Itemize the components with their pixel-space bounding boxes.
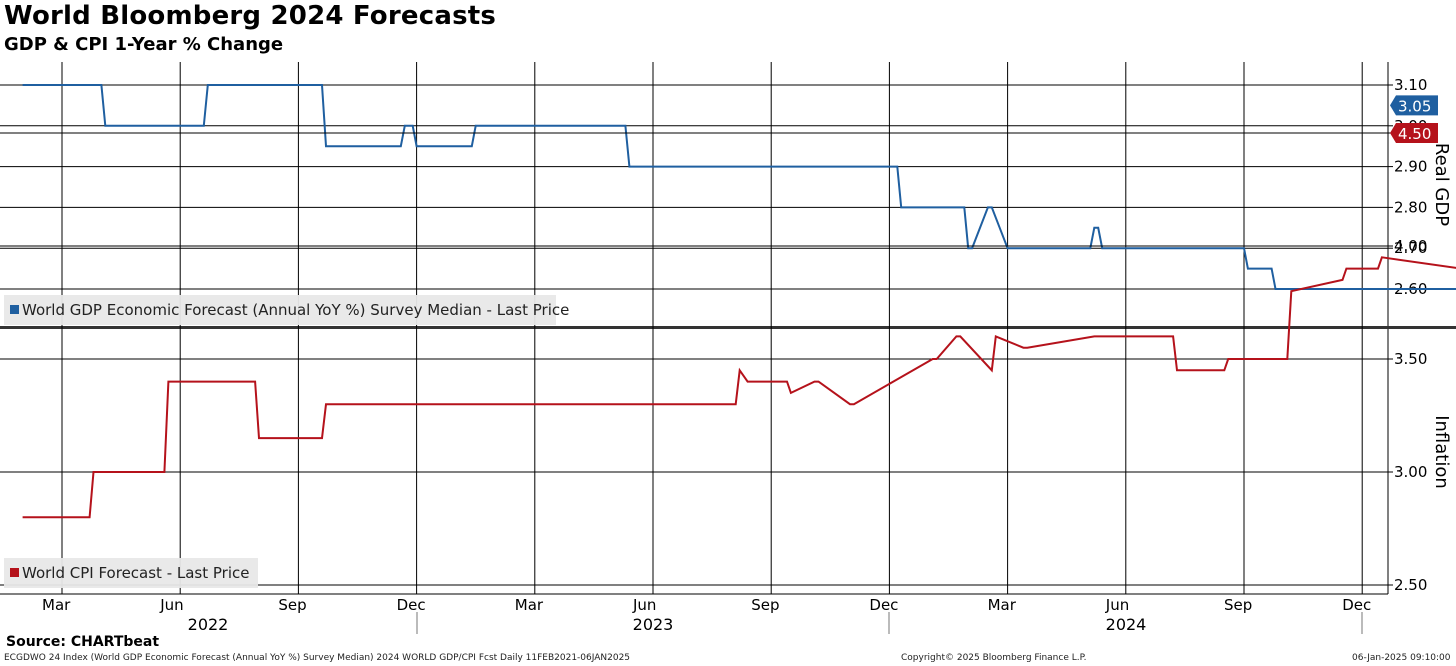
x-year-label: 2024	[1106, 615, 1147, 634]
gdp-axis-title: Real GDP	[1431, 143, 1452, 226]
y-tick-label: 2.50	[1394, 576, 1427, 594]
x-year-label: 2022	[188, 615, 229, 634]
gdp-last-value-badge	[1390, 95, 1438, 116]
x-month-label: Jun	[632, 596, 656, 614]
x-month-label: Dec	[397, 596, 426, 614]
x-month-label: Dec	[1342, 596, 1371, 614]
footer-timestamp: 06-Jan-2025 09:10:00	[1352, 653, 1451, 663]
chart-title: World Bloomberg 2024 Forecasts	[4, 1, 497, 31]
x-month-label: Mar	[988, 596, 1017, 614]
x-month-label: Mar	[515, 596, 544, 614]
cpi-last-value-label: 4.50	[1398, 125, 1431, 143]
x-month-label: Dec	[869, 596, 898, 614]
y-tick-label: 2.90	[1394, 158, 1427, 176]
y-tick-label: 3.50	[1394, 350, 1427, 368]
gdp-legend-box	[4, 295, 556, 325]
y-tick-label: 2.80	[1394, 198, 1427, 216]
cpi-legend-box	[4, 558, 258, 588]
x-year-label: 2023	[633, 615, 674, 634]
gdp-legend-swatch	[10, 305, 19, 314]
x-month-label: Sep	[751, 596, 779, 614]
footer-description: ECGDWO 24 Index (World GDP Economic Fore…	[4, 653, 631, 663]
source-note: Source: CHARTbeat	[6, 634, 160, 650]
y-tick-label: 3.10	[1394, 76, 1427, 94]
chart-subtitle: GDP & CPI 1-Year % Change	[4, 34, 284, 55]
y-tick-label: 4.00	[1394, 237, 1427, 255]
cpi-legend-label: World CPI Forecast - Last Price	[22, 564, 250, 582]
gdp-legend-label: World GDP Economic Forecast (Annual YoY …	[22, 301, 569, 319]
gdp-series-line	[22, 84, 1456, 290]
x-month-label: Sep	[278, 596, 306, 614]
y-tick-label: 3.00	[1394, 463, 1427, 481]
x-month-label: Mar	[42, 596, 71, 614]
x-month-label: Sep	[1224, 596, 1252, 614]
cpi-legend-swatch	[10, 568, 19, 577]
x-month-label: Jun	[159, 596, 183, 614]
cpi-series-line	[22, 256, 1456, 519]
gdp-last-value-label: 3.05	[1398, 97, 1431, 115]
cpi-last-value-badge	[1390, 123, 1438, 143]
cpi-axis-title: Inflation	[1431, 415, 1452, 489]
footer-copyright: Copyright© 2025 Bloomberg Finance L.P.	[901, 653, 1087, 663]
x-month-label: Jun	[1105, 596, 1129, 614]
y-tick-label: 2.70	[1394, 239, 1427, 257]
